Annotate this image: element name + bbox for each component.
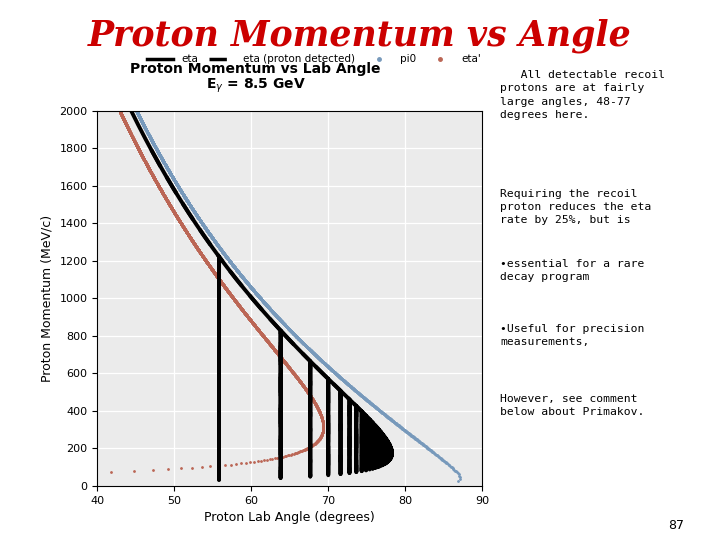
pi0 <box>454 477 462 484</box>
eta (proton detected) <box>181 205 189 211</box>
eta' <box>164 200 173 207</box>
eta <box>158 167 167 174</box>
eta <box>143 139 151 145</box>
eta' <box>319 424 328 430</box>
eta <box>186 213 195 220</box>
Line: eta: eta <box>131 111 392 480</box>
eta (proton detected) <box>171 189 180 195</box>
Text: Proton Momentum vs Angle: Proton Momentum vs Angle <box>88 19 632 53</box>
pi0 <box>132 107 140 114</box>
Text: However, see comment
below about Primakov.: However, see comment below about Primako… <box>500 394 645 417</box>
eta (proton detected) <box>387 454 395 460</box>
pi0 <box>217 247 225 253</box>
eta <box>193 223 202 230</box>
eta (proton detected) <box>215 477 223 483</box>
X-axis label: Proton Lab Angle (degrees): Proton Lab Angle (degrees) <box>204 511 375 524</box>
pi0 <box>456 475 464 482</box>
eta <box>215 477 223 483</box>
eta' <box>150 177 159 183</box>
eta' <box>115 107 124 114</box>
Y-axis label: Proton Momentum (MeV/c): Proton Momentum (MeV/c) <box>41 215 54 382</box>
eta <box>207 242 215 249</box>
eta (proton detected) <box>147 146 156 153</box>
Text: 87: 87 <box>668 519 684 532</box>
pi0 <box>287 328 295 334</box>
Line: eta': eta' <box>110 110 325 473</box>
Text: Proton Momentum vs Lab Angle: Proton Momentum vs Lab Angle <box>130 62 381 76</box>
eta <box>244 291 253 297</box>
eta' <box>235 303 244 310</box>
pi0 <box>381 411 390 418</box>
Line: eta (proton detected): eta (proton detected) <box>151 150 392 480</box>
Text: •essential for a rare
decay program: •essential for a rare decay program <box>500 259 645 282</box>
Text: E$_\gamma$ = 8.5 GeV: E$_\gamma$ = 8.5 GeV <box>206 77 305 95</box>
Line: pi0: pi0 <box>135 109 462 482</box>
Text: •Useful for precision
measurements,: •Useful for precision measurements, <box>500 324 645 347</box>
eta' <box>318 429 327 435</box>
eta (proton detected) <box>149 151 158 157</box>
eta (proton detected) <box>387 450 396 456</box>
eta' <box>107 468 116 475</box>
eta' <box>172 213 181 220</box>
Text: Requiring the recoil
proton reduces the eta
rate by 25%, but is: Requiring the recoil proton reduces the … <box>500 189 652 225</box>
eta' <box>156 185 164 192</box>
eta <box>127 107 135 114</box>
pi0 <box>276 317 285 323</box>
pi0 <box>321 361 330 368</box>
eta (proton detected) <box>377 463 385 469</box>
eta <box>387 450 396 456</box>
pi0 <box>262 302 271 308</box>
Text: All detectable recoil
protons are at fairly
large angles, 48-77
degrees here.: All detectable recoil protons are at fai… <box>500 70 665 120</box>
eta (proton detected) <box>317 369 325 375</box>
Legend: eta, eta (proton detected), pi0, eta': eta, eta (proton detected), pi0, eta' <box>143 50 485 69</box>
